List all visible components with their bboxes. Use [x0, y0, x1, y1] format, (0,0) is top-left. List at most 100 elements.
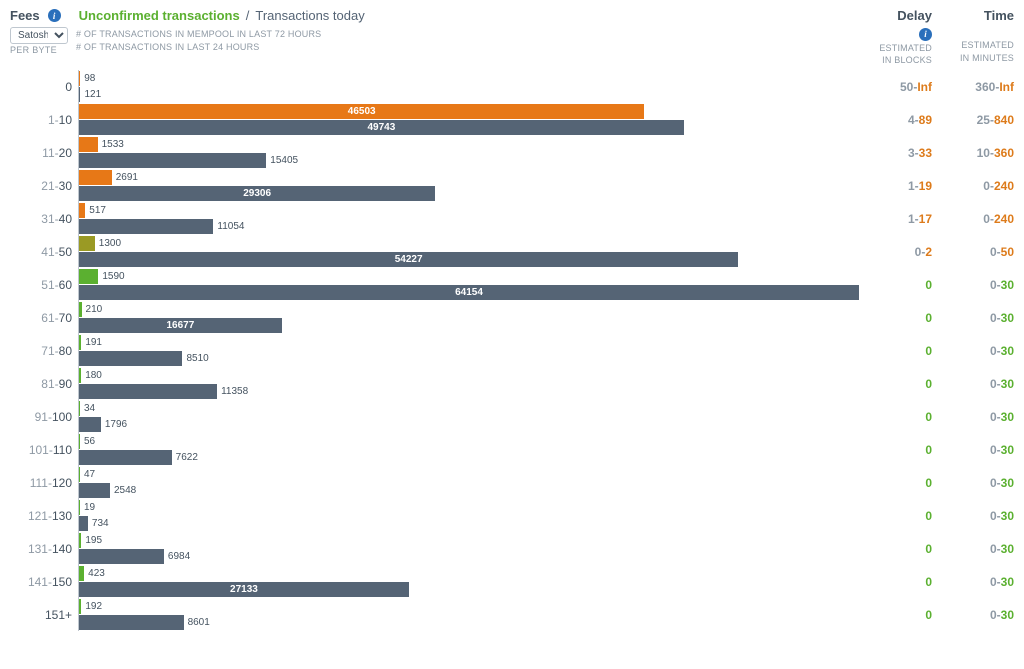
mempool-bar-value: 1533: [102, 139, 124, 150]
today-bar: [79, 516, 88, 531]
mempool-bar: [79, 302, 82, 317]
delay-title: Delay: [897, 8, 932, 23]
mempool-bar-wrap: 1533: [79, 137, 870, 152]
fee-range-label: 141-150: [10, 565, 78, 598]
fee-hi: 140: [52, 542, 72, 556]
mempool-bar-value: 517: [89, 205, 106, 216]
mempool-bar-wrap: 46503: [79, 104, 870, 119]
delay-value: 0: [870, 509, 932, 523]
today-bar: [79, 87, 80, 102]
info-icon[interactable]: i: [48, 9, 61, 22]
today-link[interactable]: Transactions today: [255, 8, 364, 23]
fee-lo: 1: [48, 113, 55, 127]
unconfirmed-link[interactable]: Unconfirmed transactions: [79, 8, 240, 23]
mempool-bar-wrap: 98: [79, 71, 870, 86]
fee-range-label: 41-50: [10, 235, 78, 268]
title-row: Fees i Unconfirmed transactions / Transa…: [10, 8, 365, 23]
row-metrics: 4-8925-840: [870, 103, 1014, 136]
mempool-bar-value: 1590: [102, 271, 124, 282]
mempool-bar-value: 192: [85, 601, 102, 612]
fee-range-label: 11-20: [10, 136, 78, 169]
fee-hi: 0: [65, 80, 72, 94]
fee-row: 21-302691293061-190-240: [10, 169, 1014, 202]
mempool-bar: [79, 71, 80, 86]
delay-value: 0: [870, 344, 932, 358]
row-metrics: 00-30: [870, 433, 1014, 466]
info-icon[interactable]: i: [919, 28, 932, 41]
time-value: 0-30: [952, 278, 1014, 292]
today-bar-wrap: 15405: [79, 153, 870, 168]
delay-value: 0-2: [870, 245, 932, 259]
fee-hi: 100: [52, 410, 72, 424]
time-value: 25-840: [952, 113, 1014, 127]
mempool-bar: [79, 566, 84, 581]
mempool-bar-wrap: 180: [79, 368, 870, 383]
mempool-bar-wrap: 192: [79, 599, 870, 614]
today-bar-value: 11054: [217, 221, 244, 232]
row-metrics: 1-17 0-240: [870, 202, 1014, 235]
today-bar-value: 8601: [188, 617, 210, 628]
row-chart: 517 11054: [78, 202, 870, 235]
mempool-bar-wrap: 2691: [79, 170, 870, 185]
fee-lo: 141: [28, 575, 48, 589]
fee-row: 151+192860100-30: [10, 598, 1014, 631]
fee-lo: 71: [41, 344, 54, 358]
today-bar-value: 6984: [168, 551, 190, 562]
today-bar-wrap: 121: [79, 87, 870, 102]
today-bar-value: 54227: [395, 254, 423, 265]
mempool-bar: [79, 467, 80, 482]
delay-value: 3-33: [870, 146, 932, 160]
time-value: 0-30: [952, 575, 1014, 589]
fee-row: 09812150-Inf360-Inf: [10, 70, 1014, 103]
time-value: 0-240: [952, 179, 1014, 193]
fee-range-label: 31-40: [10, 202, 78, 235]
mempool-bar-value: 46503: [348, 106, 376, 117]
row-metrics: 0 0-30: [870, 499, 1014, 532]
row-chart: 192 8601: [78, 598, 870, 631]
fee-range-label: 151+: [10, 598, 78, 631]
time-value: 0-50: [952, 245, 1014, 259]
fee-lo: 11: [42, 146, 54, 160]
fee-hi: 70: [59, 311, 72, 325]
mempool-bar-value: 180: [85, 370, 102, 381]
time-value: 0-30: [952, 542, 1014, 556]
mempool-bar: [79, 170, 112, 185]
row-chart: 2691 29306: [78, 169, 870, 202]
today-bar-value: 121: [84, 89, 101, 100]
row-metrics: 0-2 0-50: [870, 235, 1014, 268]
time-col-head: Time ESTIMATED IN MINUTES: [952, 8, 1014, 66]
today-bar: [79, 450, 172, 465]
delay-value: 1-17: [870, 212, 932, 226]
today-bar: [79, 417, 101, 432]
row-chart: 42327133: [78, 565, 870, 598]
fee-row: 1-1046503497434-8925-840: [10, 103, 1014, 136]
fee-range-label: 131-140: [10, 532, 78, 565]
fee-row: 71-80191851000-30: [10, 334, 1014, 367]
today-bar-value: 15405: [270, 155, 298, 166]
mempool-bar-wrap: 34: [79, 401, 870, 416]
delay-value: 0: [870, 476, 932, 490]
today-bar-wrap: 27133: [79, 582, 870, 597]
time-value: 0-30: [952, 509, 1014, 523]
header-right: Delay i ESTIMATED IN BLOCKS Time ESTIMAT…: [870, 8, 1014, 66]
mempool-bar: [79, 137, 98, 152]
today-bar-value: 11358: [221, 386, 248, 397]
fee-hi: 130: [52, 509, 72, 523]
row-chart: 195 6984: [78, 532, 870, 565]
row-chart: 98121: [78, 70, 870, 103]
legend-line-2: # OF TRANSACTIONS IN LAST 24 HOURS: [76, 41, 321, 54]
row-metrics: 00-30: [870, 268, 1014, 301]
delay-sub1: ESTIMATED: [870, 43, 932, 54]
time-value: 0-30: [952, 311, 1014, 325]
row-metrics: 0 0-30: [870, 532, 1014, 565]
time-value: 0-240: [952, 212, 1014, 226]
mempool-bar-value: 34: [84, 403, 95, 414]
delay-value: 0: [870, 542, 932, 556]
fee-row: 101-11056762200-30: [10, 433, 1014, 466]
today-bar-wrap: 29306: [79, 186, 870, 201]
fee-row: 51-6015906415400-30: [10, 268, 1014, 301]
mempool-bar-value: 2691: [116, 172, 138, 183]
row-chart: 159064154: [78, 268, 870, 301]
mempool-bar-wrap: 195: [79, 533, 870, 548]
unit-select[interactable]: Satoshis: [10, 27, 68, 44]
